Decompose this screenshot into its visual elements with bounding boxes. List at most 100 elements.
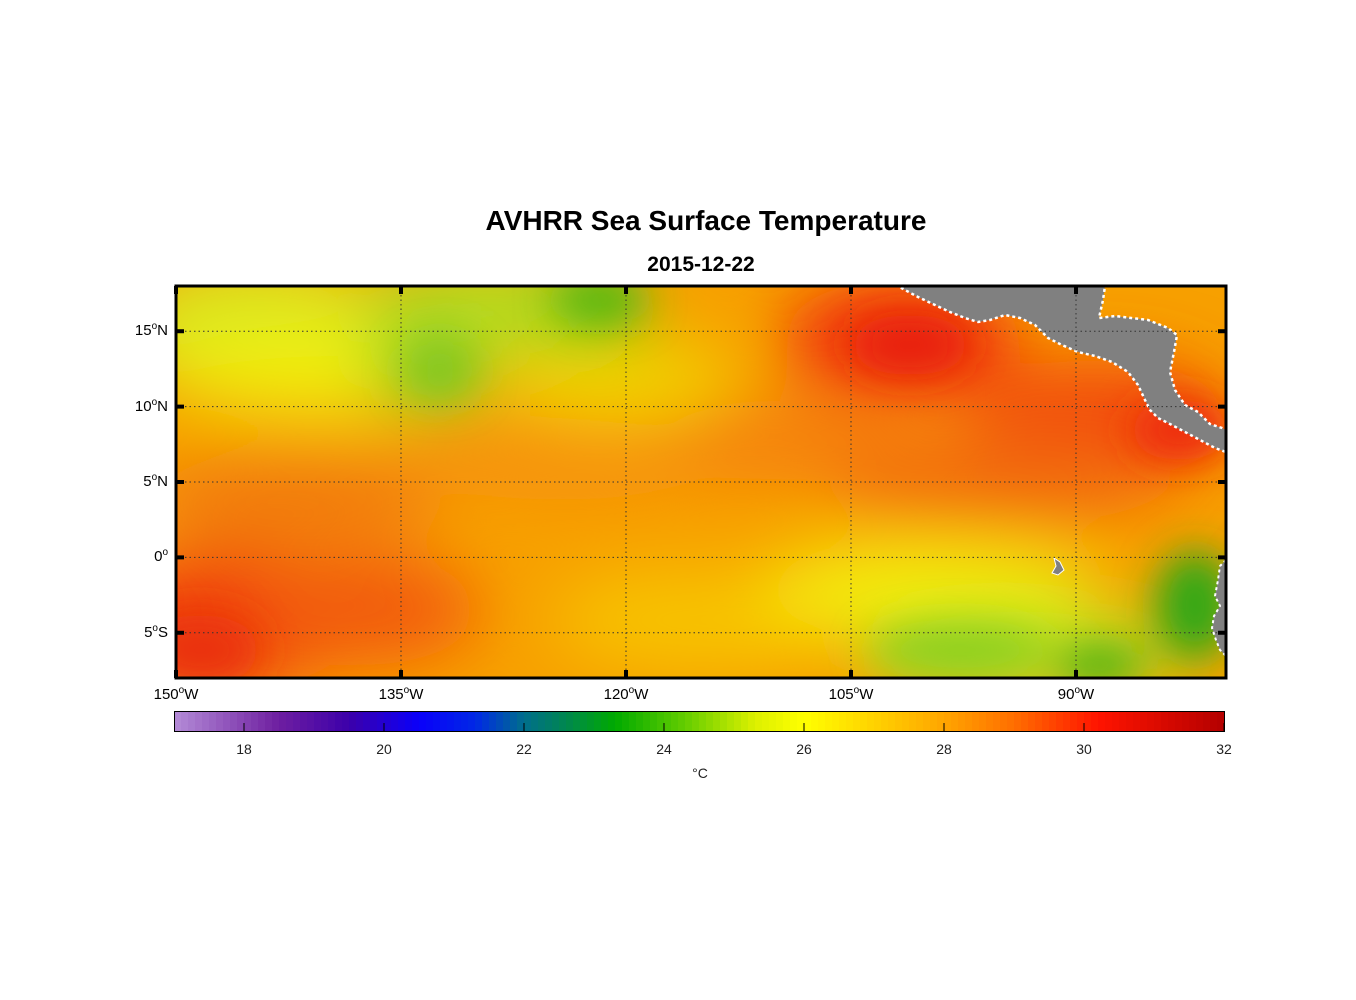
- colorbar-cell: [601, 711, 609, 732]
- colorbar-cell: [307, 711, 315, 732]
- colorbar-cell: [853, 711, 861, 732]
- colorbar-cell: [930, 711, 938, 732]
- colorbar-cell: [636, 711, 644, 732]
- colorbar-cell: [223, 711, 231, 732]
- colorbar-cell: [706, 711, 714, 732]
- colorbar-cell: [615, 711, 623, 732]
- colorbar-cell: [1000, 711, 1008, 732]
- colorbar-cell: [832, 711, 840, 732]
- colorbar-cell: [699, 711, 707, 732]
- colorbar-cell: [293, 711, 301, 732]
- lat-label: 5oS: [144, 622, 168, 641]
- colorbar-cell: [531, 711, 539, 732]
- colorbar-cell: [328, 711, 336, 732]
- colorbar-cell: [986, 711, 994, 732]
- colorbar-tick-label: 18: [236, 741, 252, 757]
- colorbar-cell: [1042, 711, 1050, 732]
- colorbar-cell: [461, 711, 469, 732]
- colorbar-cell: [349, 711, 357, 732]
- colorbar-cell: [783, 711, 791, 732]
- colorbar-cell: [1210, 711, 1218, 732]
- colorbar-cell: [734, 711, 742, 732]
- colorbar-cell: [174, 711, 182, 732]
- colorbar: [174, 711, 1225, 732]
- colorbar-cell: [447, 711, 455, 732]
- map-subtitle: 2015-12-22: [647, 253, 755, 276]
- colorbar-cell: [195, 711, 203, 732]
- sst-field: [176, 286, 1226, 678]
- colorbar-cell: [475, 711, 483, 732]
- colorbar-cell: [552, 711, 560, 732]
- lat-label: 15oN: [134, 321, 168, 340]
- colorbar-cell: [419, 711, 427, 732]
- colorbar-cell: [251, 711, 259, 732]
- colorbar-cell: [1091, 711, 1099, 732]
- colorbar-cell: [1014, 711, 1022, 732]
- colorbar-cell: [258, 711, 266, 732]
- colorbar-cell: [496, 711, 504, 732]
- colorbar-cell: [587, 711, 595, 732]
- colorbar-cell: [503, 711, 511, 732]
- colorbar-cell: [468, 711, 476, 732]
- colorbar-cell: [629, 711, 637, 732]
- colorbar-cell: [692, 711, 700, 732]
- colorbar-cell: [888, 711, 896, 732]
- colorbar-cell: [489, 711, 497, 732]
- colorbar-cell: [1140, 711, 1148, 732]
- colorbar-tick-label: 28: [936, 741, 952, 757]
- colorbar-cell: [272, 711, 280, 732]
- colorbar-cell: [1112, 711, 1120, 732]
- colorbar-cell: [1077, 711, 1085, 732]
- colorbar-cell: [678, 711, 686, 732]
- lat-label: 0o: [154, 547, 168, 566]
- colorbar-cell: [181, 711, 189, 732]
- colorbar-cell: [790, 711, 798, 732]
- colorbar-cell: [244, 711, 252, 732]
- colorbar-cell: [972, 711, 980, 732]
- colorbar-cell: [517, 711, 525, 732]
- colorbar-cell: [1189, 711, 1197, 732]
- colorbar-cell: [608, 711, 616, 732]
- colorbar-cell: [524, 711, 532, 732]
- colorbar-cell: [881, 711, 889, 732]
- colorbar-cell: [1147, 711, 1155, 732]
- colorbar-cell: [874, 711, 882, 732]
- colorbar-cell: [209, 711, 217, 732]
- colorbar-cell: [314, 711, 322, 732]
- colorbar-unit: °C: [692, 765, 708, 781]
- colorbar-cell: [594, 711, 602, 732]
- colorbar-cell: [1119, 711, 1127, 732]
- colorbar-cell: [356, 711, 364, 732]
- colorbar-cell: [1133, 711, 1141, 732]
- lat-label: 10oN: [134, 396, 168, 415]
- colorbar-cell: [335, 711, 343, 732]
- colorbar-cell: [1056, 711, 1064, 732]
- land-central-america: [895, 286, 1226, 454]
- colorbar-cell: [797, 711, 805, 732]
- colorbar-cell: [510, 711, 518, 732]
- colorbar-cell: [440, 711, 448, 732]
- colorbar-cell: [384, 711, 392, 732]
- colorbar-tick-label: 20: [376, 741, 392, 757]
- colorbar-tick-label: 26: [796, 741, 812, 757]
- colorbar-cell: [580, 711, 588, 732]
- colorbar-cell: [265, 711, 273, 732]
- colorbar-cell: [1063, 711, 1071, 732]
- colorbar-tick-label: 30: [1076, 741, 1092, 757]
- colorbar-cell: [776, 711, 784, 732]
- colorbar-cell: [1084, 711, 1092, 732]
- colorbar-cell: [762, 711, 770, 732]
- colorbar-cell: [818, 711, 826, 732]
- colorbar-cell: [545, 711, 553, 732]
- colorbar-cell: [811, 711, 819, 732]
- colorbar-cell: [370, 711, 378, 732]
- colorbar-cell: [727, 711, 735, 732]
- colorbar-cell: [860, 711, 868, 732]
- colorbar-cell: [1070, 711, 1078, 732]
- land-galapagos: [1051, 556, 1065, 576]
- colorbar-cell: [965, 711, 973, 732]
- colorbar-cell: [1203, 711, 1211, 732]
- lon-label: 150oW: [153, 685, 199, 703]
- colorbar-cell: [426, 711, 434, 732]
- colorbar-cell: [230, 711, 238, 732]
